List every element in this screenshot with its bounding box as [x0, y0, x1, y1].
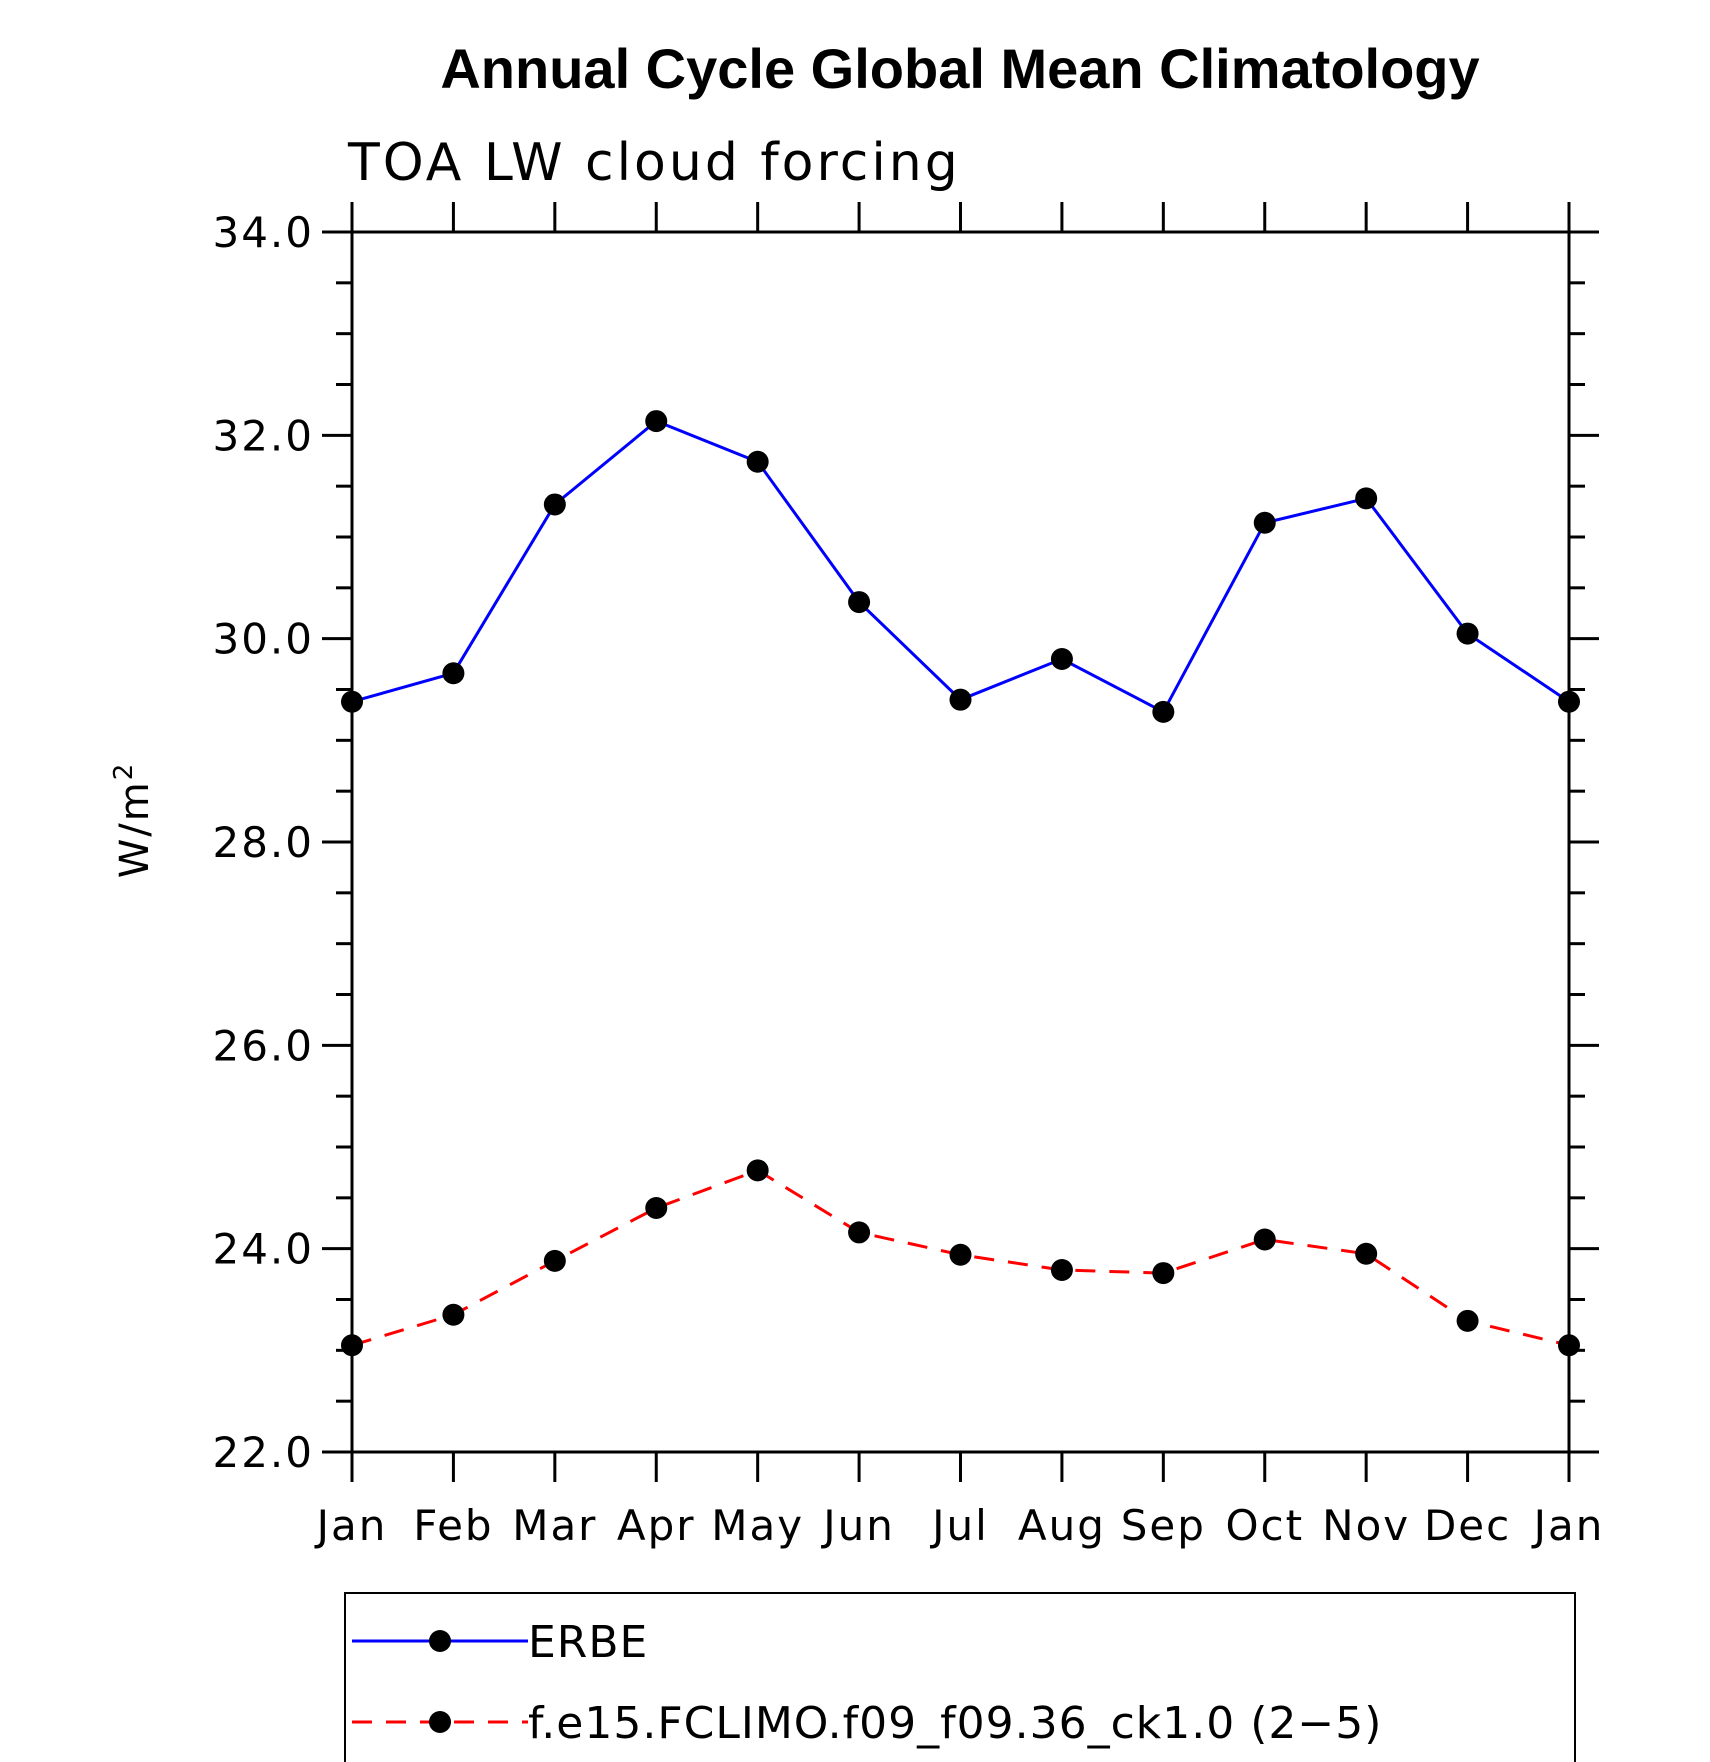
series-2-point: [848, 1221, 871, 1244]
svg-text:W/m2: W/m2: [109, 762, 158, 879]
legend-box: [344, 1592, 1576, 1762]
legend: ERBE f.e15.FCLIMO.f09_f09.36_ck1.0 (2−5): [352, 1617, 1382, 1749]
x-tick-label: May: [711, 1501, 804, 1550]
y-axis-label-text: W/m: [112, 780, 158, 878]
series-2-point: [645, 1197, 668, 1219]
x-tick-label: Jan: [314, 1501, 388, 1550]
series-layer: [341, 410, 1580, 1357]
legend-label-2: f.e15.FCLIMO.f09_f09.36_ck1.0 (2−5): [528, 1698, 1382, 1749]
series-2-point: [1253, 1228, 1276, 1251]
legend-marker-2: [429, 1711, 451, 1733]
x-tick-label: Jun: [820, 1501, 895, 1550]
plot-frame: [350, 230, 1571, 1454]
series-1-point: [341, 690, 363, 713]
x-tick-label: Sep: [1121, 1501, 1206, 1550]
x-tick-label: Oct: [1225, 1501, 1304, 1550]
series-1-point: [848, 591, 871, 614]
x-tick-label: Nov: [1322, 1501, 1410, 1550]
series-1-point: [746, 450, 769, 473]
x-tick-label: Jan: [1531, 1501, 1605, 1550]
series-1-point: [1152, 700, 1175, 723]
legend-marker-1: [429, 1630, 451, 1652]
series-2-point: [1355, 1242, 1378, 1265]
series-2-point: [1558, 1334, 1580, 1357]
series-1-point: [645, 410, 668, 433]
y-tick-label: 28.0: [212, 818, 314, 867]
x-tick-label: Dec: [1424, 1501, 1511, 1550]
series-2-point: [1050, 1259, 1073, 1282]
series-1-point: [1050, 648, 1073, 670]
series-1-point: [1456, 622, 1479, 645]
y-tick-label: 22.0: [212, 1428, 314, 1477]
series-1-point: [543, 493, 566, 516]
series-2-point: [746, 1159, 769, 1182]
series-1-point: [1253, 511, 1276, 534]
series-1-point: [949, 688, 972, 711]
chart-subtitle: TOA LW cloud forcing: [347, 133, 961, 193]
y-tick-label: 32.0: [212, 411, 314, 460]
y-tick-label: 26.0: [212, 1021, 314, 1070]
x-tick-label: Mar: [512, 1501, 597, 1550]
x-tick-label: Apr: [617, 1501, 696, 1550]
legend-label-1: ERBE: [528, 1617, 648, 1668]
series-2-point: [949, 1243, 972, 1266]
series-1-point: [1355, 487, 1378, 510]
series-2-point: [341, 1334, 363, 1357]
axes: 22.0 24.0 26.0 28.0 30.0 32.0 34.0 Jan Feb Mar Apr…: [212, 202, 1605, 1550]
y-tick-label: 30.0: [212, 615, 314, 664]
series-1-point: [1558, 690, 1580, 713]
y-axis-label-superscript: 2: [109, 762, 139, 781]
series-2-point: [1456, 1309, 1479, 1332]
series-1-point: [442, 662, 465, 685]
y-axis-label: W/m2: [109, 762, 158, 879]
series-line-1: [351, 419, 1570, 714]
x-tick-label: Aug: [1018, 1501, 1106, 1550]
chart-title: Annual Cycle Global Mean Climatology: [440, 37, 1479, 100]
series-2-point: [442, 1303, 465, 1326]
y-tick-label: 24.0: [212, 1225, 314, 1274]
series-2-point: [1152, 1262, 1175, 1285]
x-tick-label: Jul: [929, 1501, 989, 1550]
x-tick-label: Feb: [413, 1501, 493, 1550]
series-2-point: [543, 1249, 566, 1272]
y-tick-label: 34.0: [212, 208, 314, 257]
